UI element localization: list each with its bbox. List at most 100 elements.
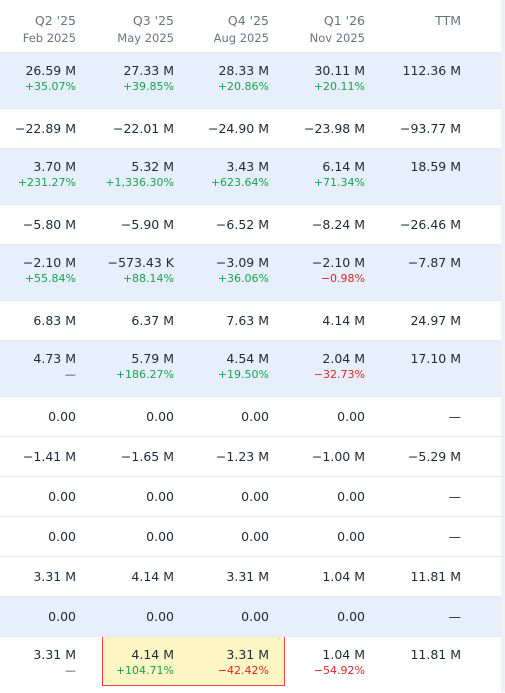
cell-value: −573.43 K [107, 255, 174, 270]
cell-value: −1.65 M [120, 449, 174, 464]
table-cell: — [365, 597, 462, 637]
cell-change: +231.27% [17, 176, 76, 189]
header-cell[interactable]: Q3 '25 May 2025 [78, 0, 174, 52]
cell-value: −26.46 M [399, 217, 461, 232]
cell-value: 1.04 M [322, 569, 365, 584]
cell-value: 0.00 [48, 609, 76, 624]
table-cell: 0.00 [78, 477, 174, 517]
table-cell: 3.31 M −42.42% [173, 637, 269, 693]
table-row[interactable]: 3.31 M —4.14 M +104.71% 3.31 M −42.42% 1.04 M… [0, 636, 505, 693]
cell-value: 2.04 M [322, 351, 365, 366]
table-row[interactable]: −1.41 M −1.65 M −1.23 M −1.00 M −5.29 M [0, 436, 505, 477]
table-cell: −1.00 M [269, 437, 365, 477]
cell-value: 17.10 M [410, 351, 461, 366]
table-row[interactable]: 4.73 M —5.79 M +186.27% 4.54 M +19.50% 2.04 M… [0, 340, 505, 397]
cell-value: 0.00 [241, 489, 269, 504]
cell-value: −1.00 M [311, 449, 365, 464]
cell-value: −6.52 M [215, 217, 269, 232]
cell-change: −42.42% [217, 664, 269, 677]
table-cell: 0.00 [0, 517, 76, 557]
cell-change: +39.85% [122, 80, 174, 93]
cell-value: 3.43 M [226, 159, 269, 174]
table-cell: 4.14 M +104.71% [78, 637, 174, 693]
cell-value: 0.00 [337, 529, 365, 544]
table-cell: −5.80 M [0, 205, 76, 245]
header-cell[interactable]: Q1 '26 Nov 2025 [269, 0, 365, 52]
cell-change: — [65, 664, 76, 677]
cell-value: 0.00 [146, 529, 174, 544]
cell-value: 30.11 M [314, 63, 365, 78]
table-cell: 11.81 M [365, 557, 461, 597]
cell-value: 3.31 M [226, 569, 269, 584]
table-row[interactable]: 3.70 M +231.27% 5.32 M +1,336.30% 3.43 M +623… [0, 148, 505, 205]
cell-value: −5.90 M [120, 217, 174, 232]
header-cell[interactable]: Q2 '25 Feb 2025 [0, 0, 76, 52]
table-cell: 4.14 M [78, 557, 174, 597]
table-cell: 0.00 [269, 477, 365, 517]
cell-value: 3.31 M [33, 647, 76, 662]
cell-change: +88.14% [122, 272, 174, 285]
cell-value: 3.31 M [33, 569, 76, 584]
table-row[interactable]: −5.80 M −5.90 M −6.52 M −8.24 M −26.46 M [0, 204, 505, 245]
cell-value: 24.97 M [410, 313, 461, 328]
cell-change: +20.86% [217, 80, 269, 93]
table-cell: 4.54 M +19.50% [173, 341, 269, 397]
table-cell: 18.59 M [365, 149, 461, 205]
table-row[interactable]: 0.00 0.00 0.00 0.00 — [0, 476, 505, 517]
table-row[interactable]: −22.89 M −22.01 M −24.90 M −23.98 M −93.77 M [0, 108, 505, 149]
cell-value: 0.00 [337, 489, 365, 504]
table-cell: — [365, 477, 462, 517]
header-cell[interactable]: Q4 '25 Aug 2025 [173, 0, 269, 52]
table-cell: 1.04 M −54.92% [269, 637, 365, 693]
table-cell: 26.59 M +35.07% [0, 53, 76, 109]
table-cell: 0.00 [0, 477, 76, 517]
cell-value: 5.79 M [131, 351, 174, 366]
cell-value: 0.00 [146, 409, 174, 424]
table-cell: −7.87 M [365, 245, 461, 301]
cell-value: 1.04 M [322, 647, 365, 662]
table-cell: −5.90 M [78, 205, 174, 245]
header-quarter: Q2 '25 [34, 13, 76, 28]
cell-value: −22.89 M [14, 121, 76, 136]
table-row[interactable]: 0.00 0.00 0.00 0.00 — [0, 516, 505, 557]
table-cell: 28.33 M +20.86% [173, 53, 269, 109]
table-cell: 0.00 [78, 517, 174, 557]
cell-value: −22.01 M [112, 121, 174, 136]
cell-value: 3.31 M [226, 647, 269, 662]
table-row[interactable]: 6.83 M 6.37 M 7.63 M 4.14 M 24.97 M [0, 300, 505, 341]
table-cell: −2.10 M +55.84% [0, 245, 76, 301]
table-cell: 0.00 [173, 397, 269, 437]
cell-change: +186.27% [115, 368, 174, 381]
cell-value: 28.33 M [218, 63, 269, 78]
header-quarter: Q1 '26 [323, 13, 365, 28]
table-row[interactable]: −2.10 M +55.84% −573.43 K +88.14% −3.09 M +36… [0, 244, 505, 301]
table-cell: −5.29 M [365, 437, 461, 477]
table-cell: 7.63 M [173, 301, 269, 341]
table-cell: 0.00 [0, 597, 76, 637]
table-row[interactable]: 0.00 0.00 0.00 0.00 — [0, 596, 505, 637]
cell-value: 4.14 M [131, 569, 174, 584]
cell-value: −5.29 M [407, 449, 461, 464]
table-cell: −3.09 M +36.06% [173, 245, 269, 301]
table-cell: 0.00 [78, 397, 174, 437]
header-quarter: Q4 '25 [227, 13, 269, 28]
cell-change: +35.07% [24, 80, 76, 93]
header-cell[interactable]: TTM [365, 0, 461, 52]
cell-value: 6.83 M [33, 313, 76, 328]
cell-change: +104.71% [115, 664, 174, 677]
cell-value: 4.14 M [131, 647, 174, 662]
scrollbar[interactable] [501, 0, 505, 692]
table-cell: −22.89 M [0, 109, 76, 149]
cell-value: 0.00 [48, 409, 76, 424]
table-row[interactable]: 3.31 M 4.14 M 3.31 M 1.04 M 11.81 M [0, 556, 505, 597]
table-cell: −8.24 M [269, 205, 365, 245]
cell-value: 4.54 M [226, 351, 269, 366]
table-cell: −26.46 M [365, 205, 461, 245]
table-row[interactable]: 26.59 M +35.07% 27.33 M +39.85% 28.33 M +20.8… [0, 52, 505, 109]
cell-value: 11.81 M [410, 569, 461, 584]
table-cell: 3.43 M +623.64% [173, 149, 269, 205]
table-cell: 27.33 M +39.85% [78, 53, 174, 109]
cell-value: 11.81 M [410, 647, 461, 662]
table-cell: 5.32 M +1,336.30% [78, 149, 174, 205]
table-row[interactable]: 0.00 0.00 0.00 0.00 — [0, 396, 505, 437]
